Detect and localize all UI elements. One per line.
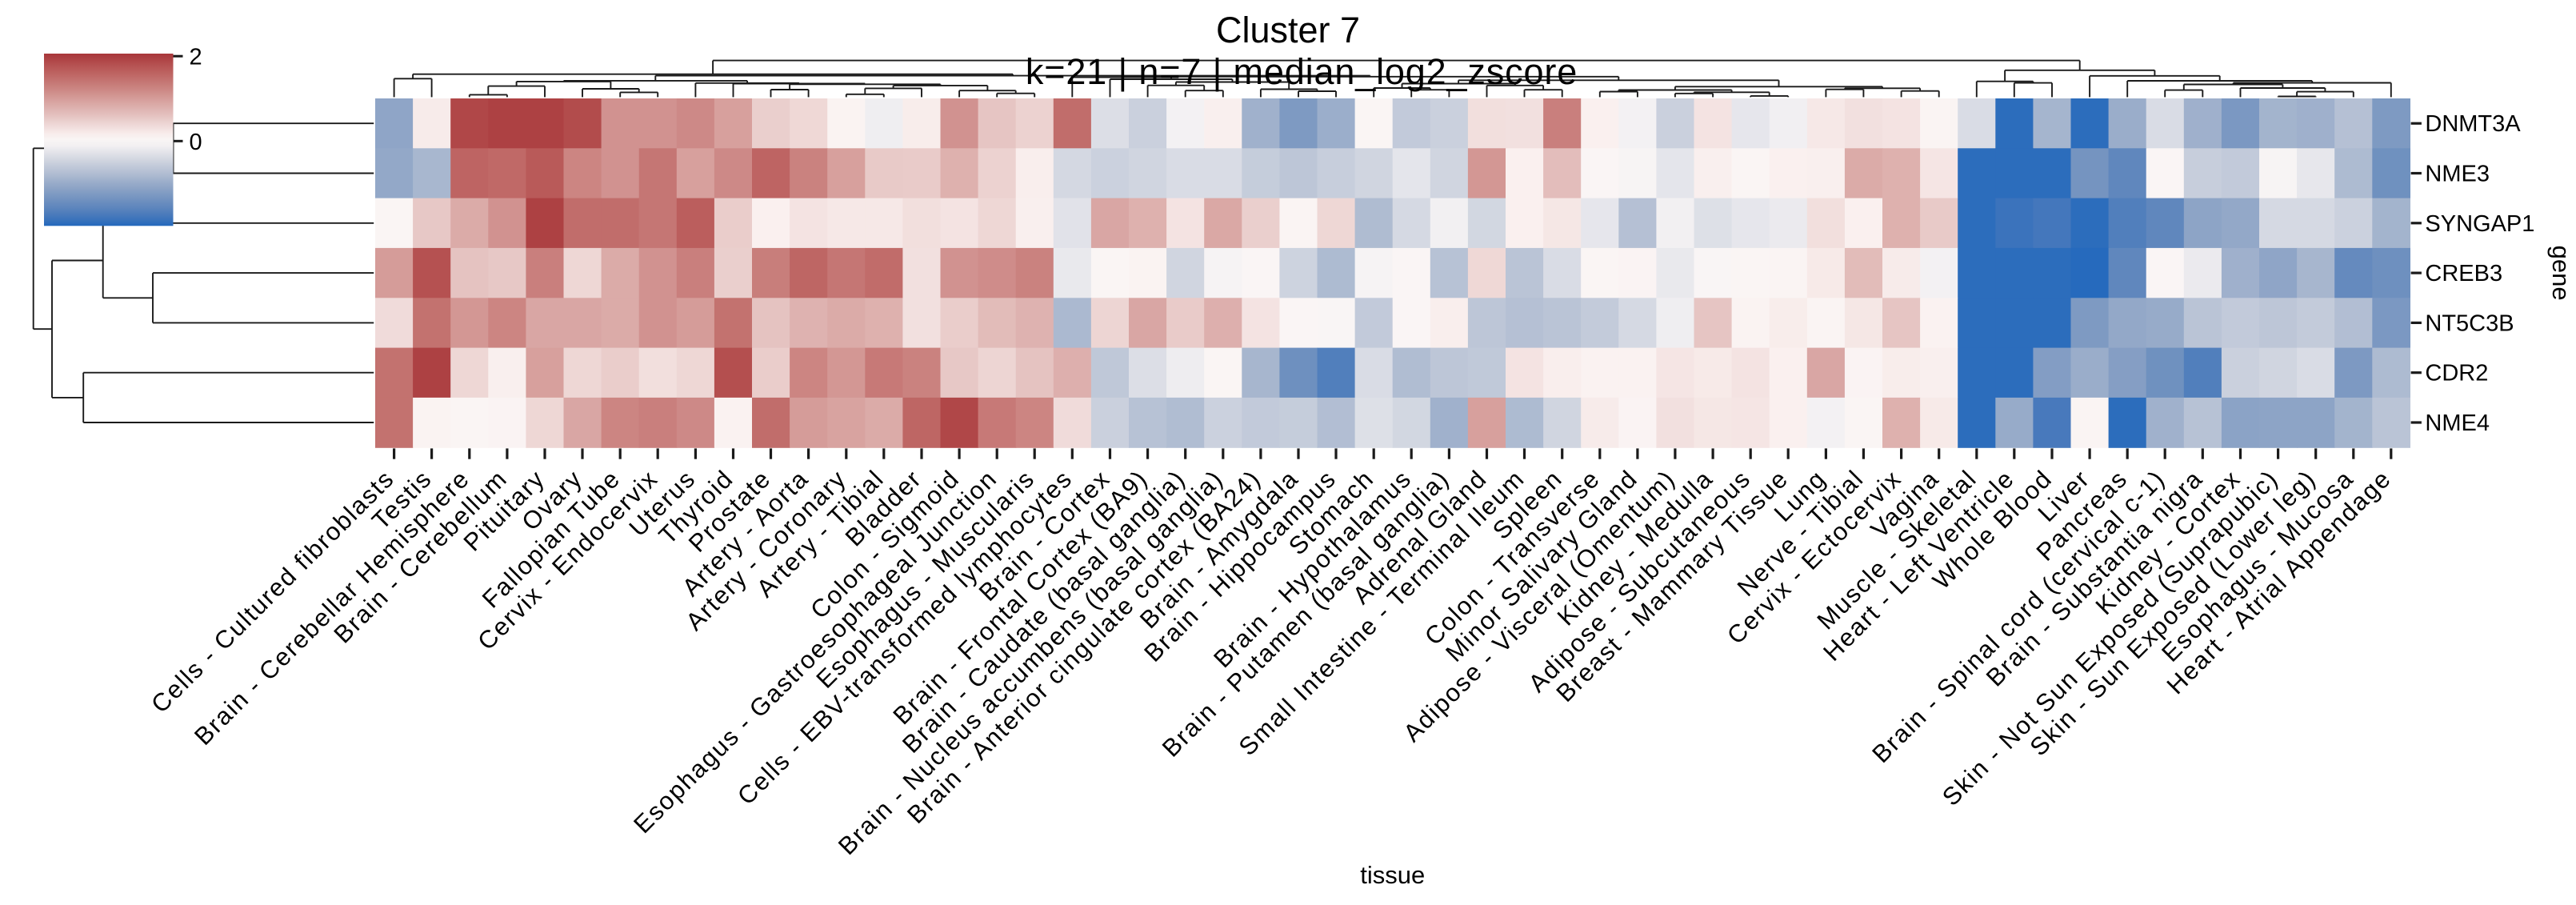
svg-text:CREB3: CREB3 [2425,261,2502,286]
svg-text:2: 2 [190,45,202,70]
svg-text:k=21 | n=7 | median_log2_zscor: k=21 | n=7 | median_log2_zscore [1026,51,1578,92]
svg-text:Cluster 7: Cluster 7 [1216,10,1360,50]
svg-text:NME4: NME4 [2425,410,2490,436]
svg-text:gene: gene [2547,246,2575,301]
svg-text:SYNGAP1: SYNGAP1 [2425,211,2534,237]
svg-text:DNMT3A: DNMT3A [2425,111,2521,137]
svg-text:CDR2: CDR2 [2425,361,2488,386]
svg-text:tissue: tissue [1360,861,1425,889]
svg-text:NME3: NME3 [2425,162,2490,187]
svg-text:NT5C3B: NT5C3B [2425,310,2514,336]
svg-text:0: 0 [190,130,202,155]
